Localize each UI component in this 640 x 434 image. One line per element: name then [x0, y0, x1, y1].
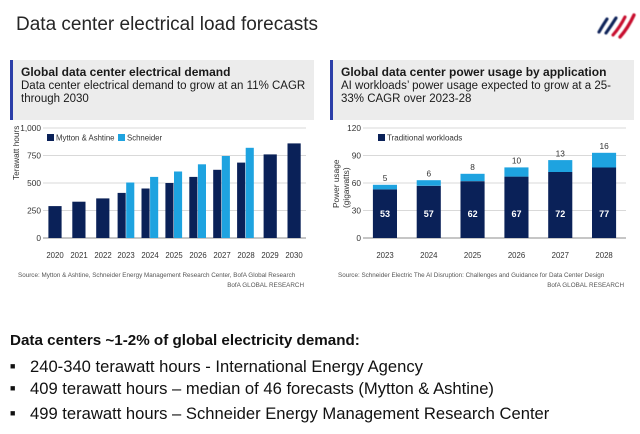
- svg-text:2020: 2020: [46, 251, 64, 260]
- svg-text:Terawatt hours: Terawatt hours: [11, 126, 21, 180]
- svg-text:1,000: 1,000: [20, 123, 41, 133]
- svg-text:2028: 2028: [595, 251, 612, 260]
- svg-text:13: 13: [556, 149, 566, 159]
- svg-text:2022: 2022: [94, 251, 111, 260]
- svg-text:2024: 2024: [141, 251, 159, 260]
- svg-text:77: 77: [599, 209, 609, 219]
- svg-text:Traditional workloads: Traditional workloads: [387, 134, 462, 143]
- svg-text:250: 250: [27, 206, 41, 216]
- svg-text:30: 30: [352, 206, 362, 216]
- svg-text:500: 500: [27, 178, 41, 188]
- svg-text:90: 90: [352, 151, 362, 161]
- svg-text:2030: 2030: [285, 251, 303, 260]
- svg-text:5: 5: [383, 173, 388, 183]
- svg-text:(gigawatts): (gigawatts): [341, 167, 351, 208]
- svg-text:2025: 2025: [165, 251, 183, 260]
- svg-text:2023: 2023: [117, 251, 134, 260]
- svg-text:2026: 2026: [508, 251, 525, 260]
- svg-text:2024: 2024: [420, 251, 438, 260]
- svg-text:2021: 2021: [70, 251, 87, 260]
- svg-text:60: 60: [352, 178, 362, 188]
- svg-text:2026: 2026: [189, 251, 206, 260]
- svg-text:53: 53: [380, 209, 390, 219]
- svg-text:2027: 2027: [552, 251, 569, 260]
- svg-text:750: 750: [27, 151, 41, 161]
- svg-text:8: 8: [470, 162, 475, 172]
- svg-text:2023: 2023: [376, 251, 393, 260]
- svg-text:2029: 2029: [261, 251, 278, 260]
- svg-text:16: 16: [599, 141, 609, 151]
- svg-text:67: 67: [511, 209, 521, 219]
- svg-text:2025: 2025: [464, 251, 482, 260]
- svg-text:62: 62: [468, 209, 478, 219]
- svg-text:72: 72: [555, 209, 565, 219]
- svg-text:Schneider: Schneider: [127, 133, 163, 142]
- svg-text:0: 0: [356, 233, 361, 243]
- svg-text:2028: 2028: [237, 251, 254, 260]
- svg-text:2027: 2027: [213, 251, 230, 260]
- svg-text:57: 57: [424, 209, 434, 219]
- svg-text:Power usage: Power usage: [331, 159, 341, 208]
- svg-text:Mytton & Ashtine: Mytton & Ashtine: [56, 133, 115, 142]
- svg-text:0: 0: [36, 233, 41, 243]
- svg-text:6: 6: [426, 169, 431, 179]
- svg-text:10: 10: [512, 156, 522, 166]
- svg-text:120: 120: [347, 123, 361, 133]
